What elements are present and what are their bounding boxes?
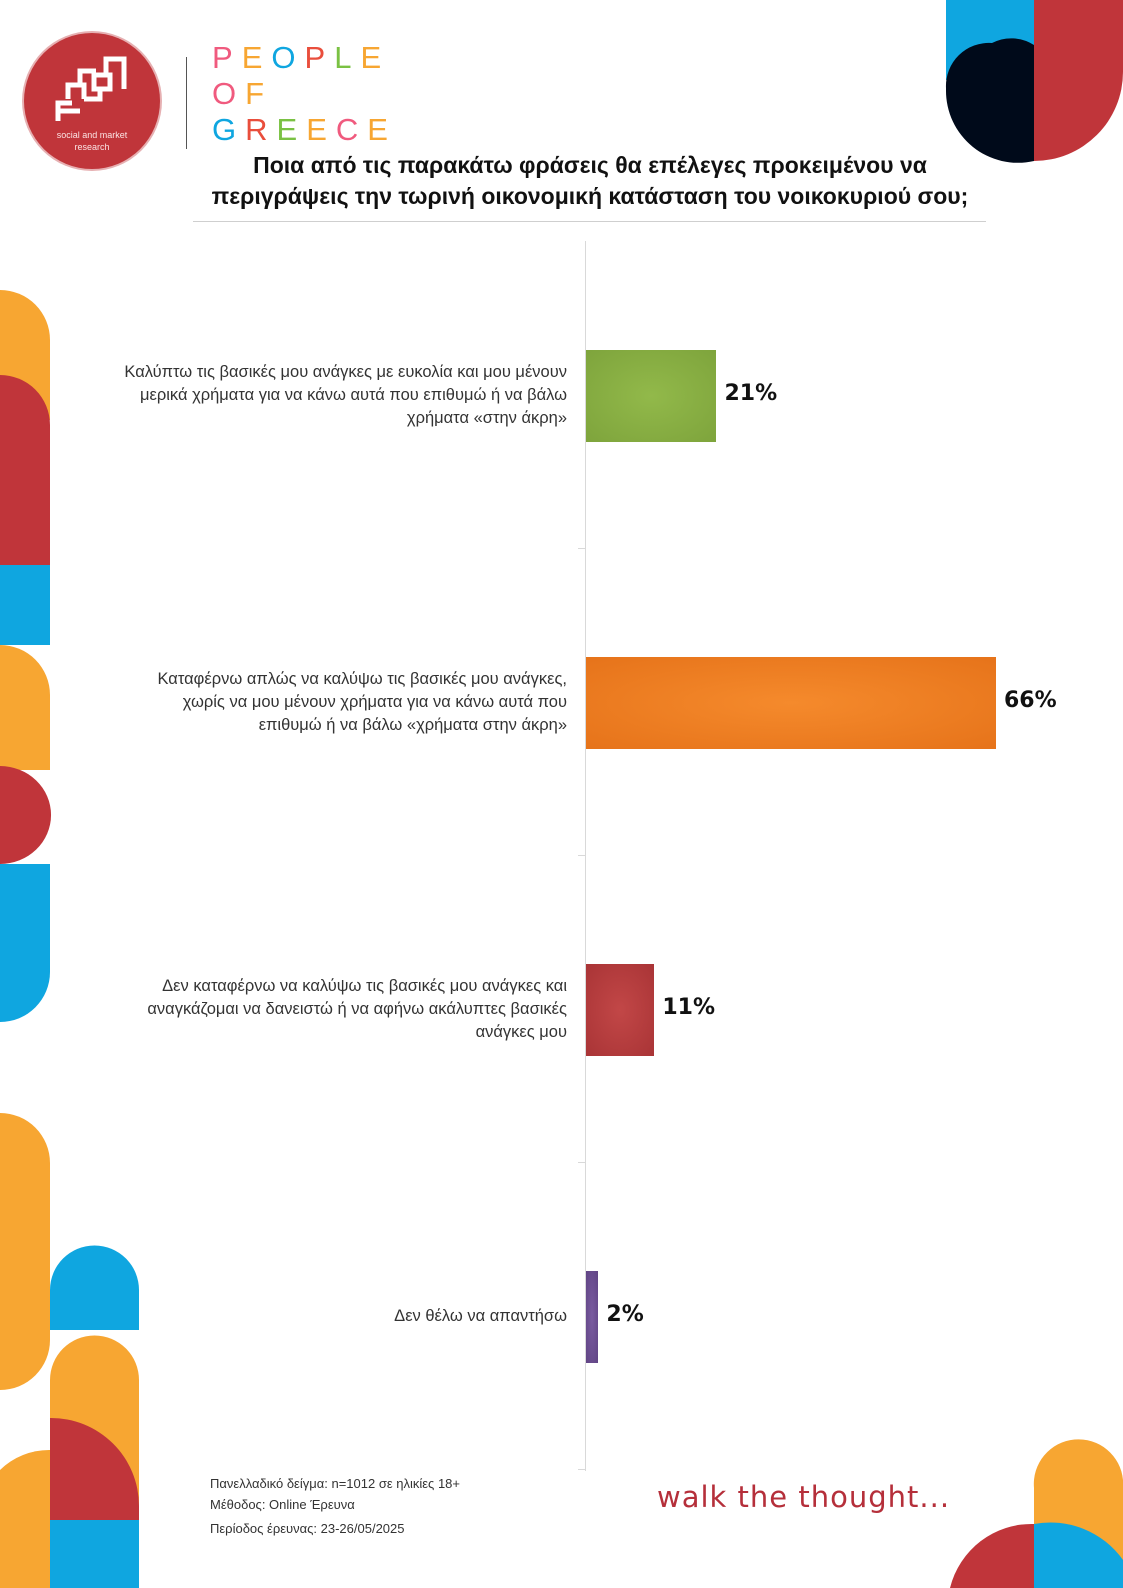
bar-covers-easily (586, 349, 717, 442)
category-axis-line (585, 241, 586, 1471)
survey-footer: Πανελλαδικό δείγμα: n=1012 σε ηλικίες 18… (210, 1473, 460, 1539)
category-separator (578, 855, 585, 856)
people-of-greece-logo: PEOPLE OF GREECE (212, 42, 412, 147)
left-side-shapes (0, 290, 52, 1022)
value-label-covers-easily: 21% (724, 380, 778, 406)
title-underline (193, 221, 986, 222)
period-text: Περίοδος έρευνας: 23-26/05/2025 (210, 1521, 405, 1536)
brand-line-1: PEOPLE (212, 40, 391, 75)
category-label-no-answer: Δεν θέλω να απαντήσω (394, 1307, 567, 1325)
bar-no-answer (586, 1270, 599, 1363)
company-logo: social and market research (24, 33, 160, 169)
category-label-cannot-cover: Δεν καταφέρνω να καλύψω τις βασικές μου … (147, 977, 567, 1041)
category-label-covers-easily: Καλύπτω τις βασικές μου ανάγκες με ευκολ… (124, 363, 567, 427)
bar-barely-covers (586, 656, 996, 749)
brand-line-2: OF (212, 76, 274, 111)
tagline: walk the thought... (657, 1480, 951, 1514)
value-label-cannot-cover: 11% (662, 994, 715, 1020)
category-label-barely-covers: Καταφέρνω απλώς να καλύψω τις βασικές μο… (157, 670, 568, 734)
top-right-shapes (945, 0, 1123, 163)
value-label-barely-covers: 66% (1004, 687, 1057, 713)
category-separator (578, 1469, 585, 1470)
chart-title: Ποια από τις παρακάτω φράσεις θα επέλεγε… (190, 150, 990, 212)
logo-caption: social and market research (56, 130, 128, 152)
category-separator (578, 548, 585, 549)
bottom-left-shapes (0, 1113, 140, 1588)
bottom-right-shapes (950, 1439, 1123, 1588)
brand-line-3: GREECE (212, 112, 397, 147)
chart-title-line-1: Ποια από τις παρακάτω φράσεις θα επέλεγε… (253, 152, 927, 178)
logo-mark-icon (55, 56, 127, 121)
logo-divider (186, 57, 187, 149)
sample-text: Πανελλαδικό δείγμα: n=1012 σε ηλικίες 18… (210, 1476, 460, 1491)
category-separator (578, 1162, 585, 1163)
method-text: Μέθοδος: Online Έρευνα (210, 1497, 355, 1512)
chart-title-line-2: περιγράψεις την τωρινή οικονομική κατάστ… (211, 183, 969, 209)
value-label-no-answer: 2% (606, 1301, 644, 1327)
bar-cannot-cover (586, 963, 655, 1056)
